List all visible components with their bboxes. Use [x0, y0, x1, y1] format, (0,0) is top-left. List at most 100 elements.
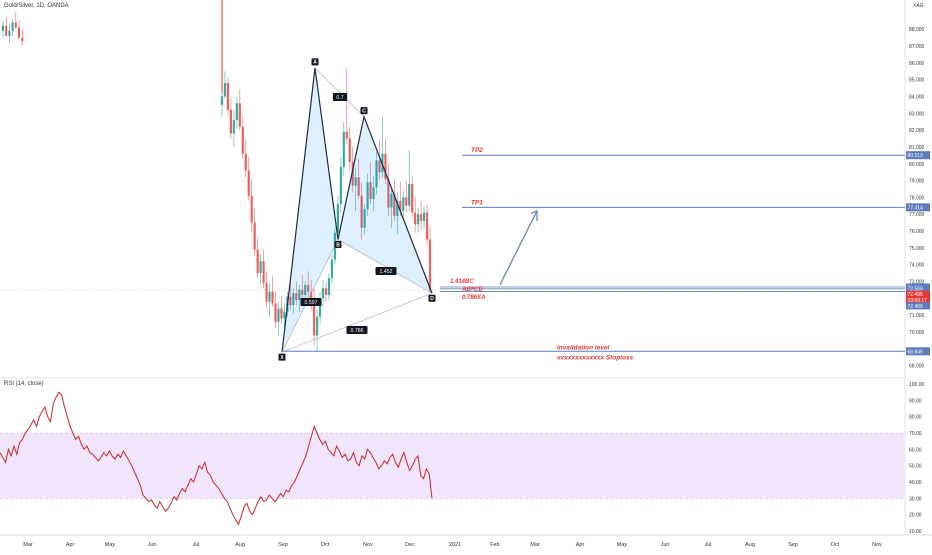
pattern-point-marker: [428, 294, 436, 302]
candle-body: [324, 288, 328, 295]
candle-body: [408, 183, 411, 206]
rsi-axis-tick: 100.00: [909, 382, 925, 388]
candle-body: [375, 160, 378, 188]
pattern-point-marker: [334, 240, 342, 248]
candle-body: [363, 209, 366, 228]
pattern-point-label: X: [280, 355, 284, 361]
candle-body: [428, 239, 432, 290]
candle-body: [21, 37, 24, 41]
d-zone-label: AB=CD: [461, 287, 484, 293]
price-axis-tick: 84.000: [909, 95, 925, 101]
rsi-line: [0, 391, 433, 526]
candle-body: [8, 30, 11, 36]
currency-label: XAG: [913, 3, 924, 9]
candle-body: [354, 177, 357, 186]
time-axis-tick: Oct: [831, 542, 840, 548]
candle-body: [366, 182, 369, 210]
price-axis-tick: 71.000: [909, 313, 925, 319]
candle-body: [393, 194, 396, 216]
time-axis-tick: Mar: [530, 542, 540, 548]
ratio-label-box: [346, 326, 368, 334]
time-axis-tick: Oct: [321, 542, 330, 548]
rsi-axis-tick: 30.00: [909, 496, 922, 502]
candle-body: [351, 162, 354, 186]
candle-body: [330, 259, 334, 279]
candle-body: [259, 261, 262, 274]
candle-body: [262, 261, 265, 284]
candle-body: [232, 120, 235, 134]
time-axis-tick: Sep: [788, 542, 798, 548]
price-badge-text: 03:09:17: [908, 298, 928, 304]
candle-body: [318, 298, 322, 317]
candle-body: [18, 27, 20, 38]
candle-body: [399, 200, 402, 211]
pattern-bd-line: [337, 239, 433, 294]
rsi-band: [0, 433, 905, 499]
candle-body: [268, 291, 271, 302]
price-badge: [906, 296, 930, 304]
candle-body: [235, 103, 238, 121]
time-axis-tick: Apr: [576, 542, 585, 548]
candle-body: [381, 153, 384, 173]
time-axis-tick: Aug: [745, 542, 755, 548]
price-badge: [906, 290, 930, 298]
candle-body: [283, 311, 286, 319]
ratio-label: 0.597: [305, 300, 318, 306]
price-axis-tick: 73.000: [909, 280, 925, 286]
level-price-badge: [906, 203, 930, 212]
candle-body: [292, 293, 295, 306]
pattern-point-label: B: [336, 242, 340, 248]
candle-body: [274, 303, 277, 322]
level-price-text: 68.849: [908, 349, 924, 355]
price-badge-text: 72.569: [908, 287, 924, 293]
time-axis-tick: Dec: [405, 542, 415, 548]
pattern-point-marker: [311, 58, 319, 66]
time-axis-tick: Feb: [490, 542, 499, 548]
price-axis-tick: 82.000: [909, 128, 925, 134]
rsi-axis-tick: 70.00: [909, 431, 922, 437]
d-zone-label: 0.786XA: [462, 295, 485, 301]
time-axis-tick: Jul: [704, 542, 711, 548]
price-axis-tick: 74.000: [909, 263, 925, 269]
projection-arrow: [499, 210, 538, 286]
pattern-ac-line: [314, 67, 365, 117]
rsi-axis-tick: 50.00: [909, 464, 922, 470]
price-axis-tick: 77.000: [909, 212, 925, 218]
time-axis-tick: Sep: [278, 542, 288, 548]
candle-body: [369, 182, 372, 200]
candle-body: [220, 96, 224, 105]
candle-body: [405, 197, 408, 206]
candle-body: [342, 131, 345, 168]
candle-body: [425, 212, 429, 240]
candle-body: [360, 195, 363, 228]
level-price-badge: [906, 347, 930, 356]
candle-body: [327, 278, 331, 295]
time-axis-tick: Jun: [661, 542, 670, 548]
candle-body: [348, 138, 351, 163]
candle-body: [277, 308, 280, 322]
tp2-label: TP2: [471, 147, 483, 154]
candle-body: [14, 22, 17, 28]
rsi-axis-tick: 20.00: [909, 513, 922, 519]
price-axis-tick: 78.000: [909, 195, 925, 201]
candle-body: [422, 212, 426, 221]
candle-body: [2, 25, 4, 31]
price-axis-tick: 80.000: [909, 162, 925, 168]
candle-body: [241, 126, 244, 154]
rsi-indicator-label: RSI (14, close): [4, 381, 44, 387]
candle-body: [336, 204, 339, 233]
candle-body: [387, 178, 390, 208]
ratio-label: 1.452: [380, 269, 393, 275]
pattern-point-marker: [360, 107, 368, 115]
candle-body: [321, 288, 325, 299]
time-axis-tick: Nov: [872, 542, 882, 548]
rsi-axis-tick: 80.00: [909, 415, 922, 421]
candle-body: [226, 83, 230, 110]
candle-body: [372, 187, 375, 200]
ratio-label-box: [332, 93, 348, 101]
price-axis-tick: 85.000: [909, 78, 925, 84]
time-axis-tick: Mar: [23, 542, 33, 548]
time-axis-tick: Jun: [148, 542, 157, 548]
